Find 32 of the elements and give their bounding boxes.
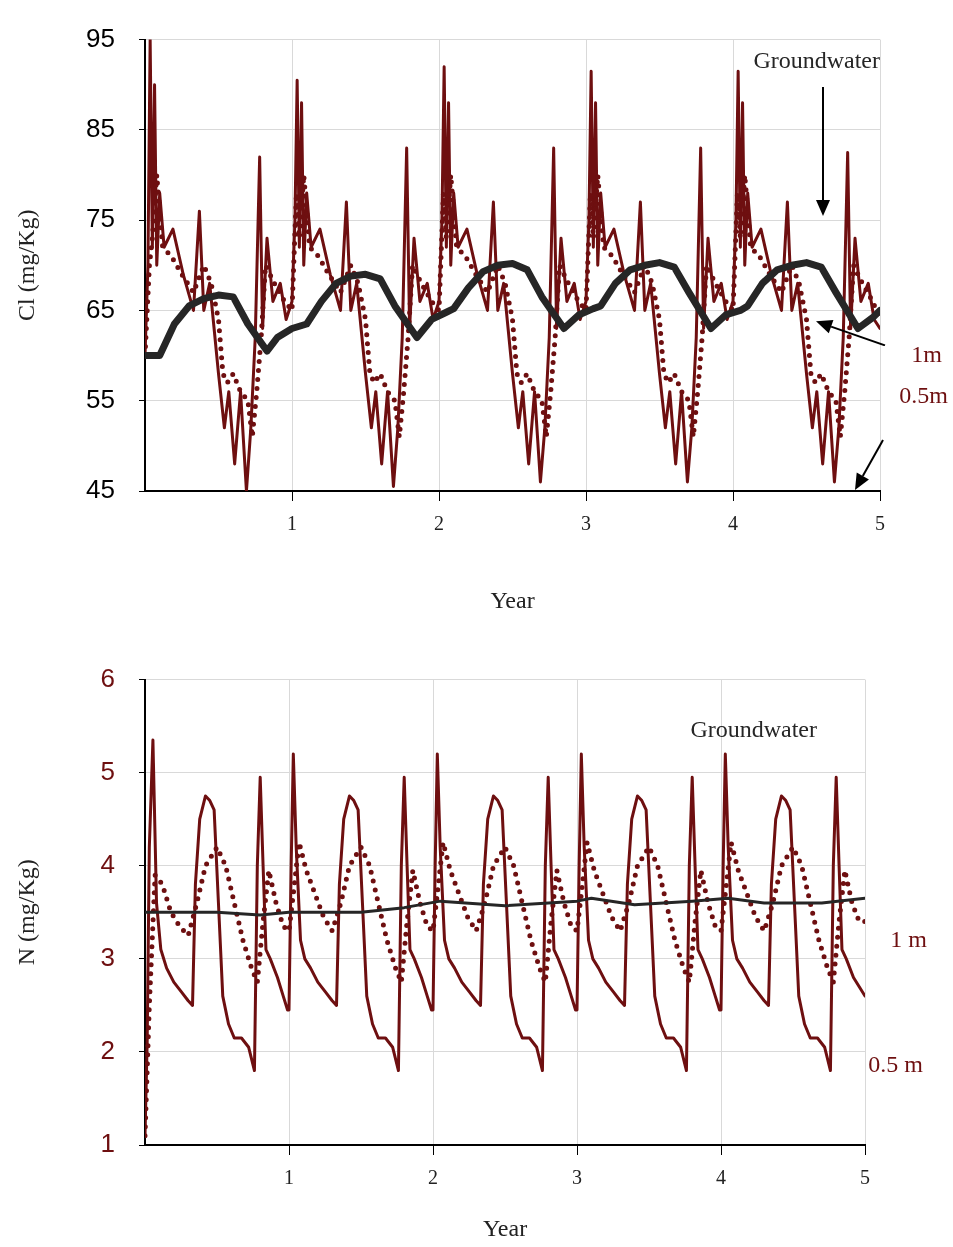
series-label: 1m [911,340,943,367]
y-tick-label: 1 [100,1128,115,1159]
x-tick-label: 5 [875,512,885,535]
x-tick-label: 5 [860,1166,870,1189]
y-tick-label: 85 [86,113,115,144]
text: Groundwater [753,47,880,74]
text: 0.5m [899,381,949,408]
text: Groundwater [690,716,817,743]
x-axis-title: Year [490,587,535,614]
y-tick-label: 45 [86,474,115,505]
y-axis-title: N (mg/Kg) [13,859,40,966]
x-tick-label: 3 [572,1166,582,1189]
x-tick-label: 4 [728,512,738,535]
y-tick-label: 3 [100,942,115,973]
x-axis-title: Year [482,1215,528,1242]
y-tick-label: 6 [100,662,115,693]
y-tick-label: 5 [100,755,115,786]
x-tick-label: 2 [434,512,444,535]
x-tick-label: 3 [581,512,591,535]
x-tick-label: 2 [428,1166,438,1189]
y-tick-label: 75 [86,203,115,234]
y-tick-label: 95 [86,22,115,53]
x-tick-label: 1 [287,512,297,535]
y-tick-label: 2 [100,1035,115,1066]
y-tick-label: 55 [86,383,115,414]
series-label: 1 m [890,925,928,952]
x-tick-label: 4 [716,1166,726,1189]
x-tick-label: 1 [284,1166,294,1189]
series-label: 0.5 m [868,1051,924,1078]
y-tick-label: 65 [86,293,115,324]
y-axis-title: Cl (mg/Kg) [13,209,40,321]
y-tick-label: 4 [100,848,115,879]
